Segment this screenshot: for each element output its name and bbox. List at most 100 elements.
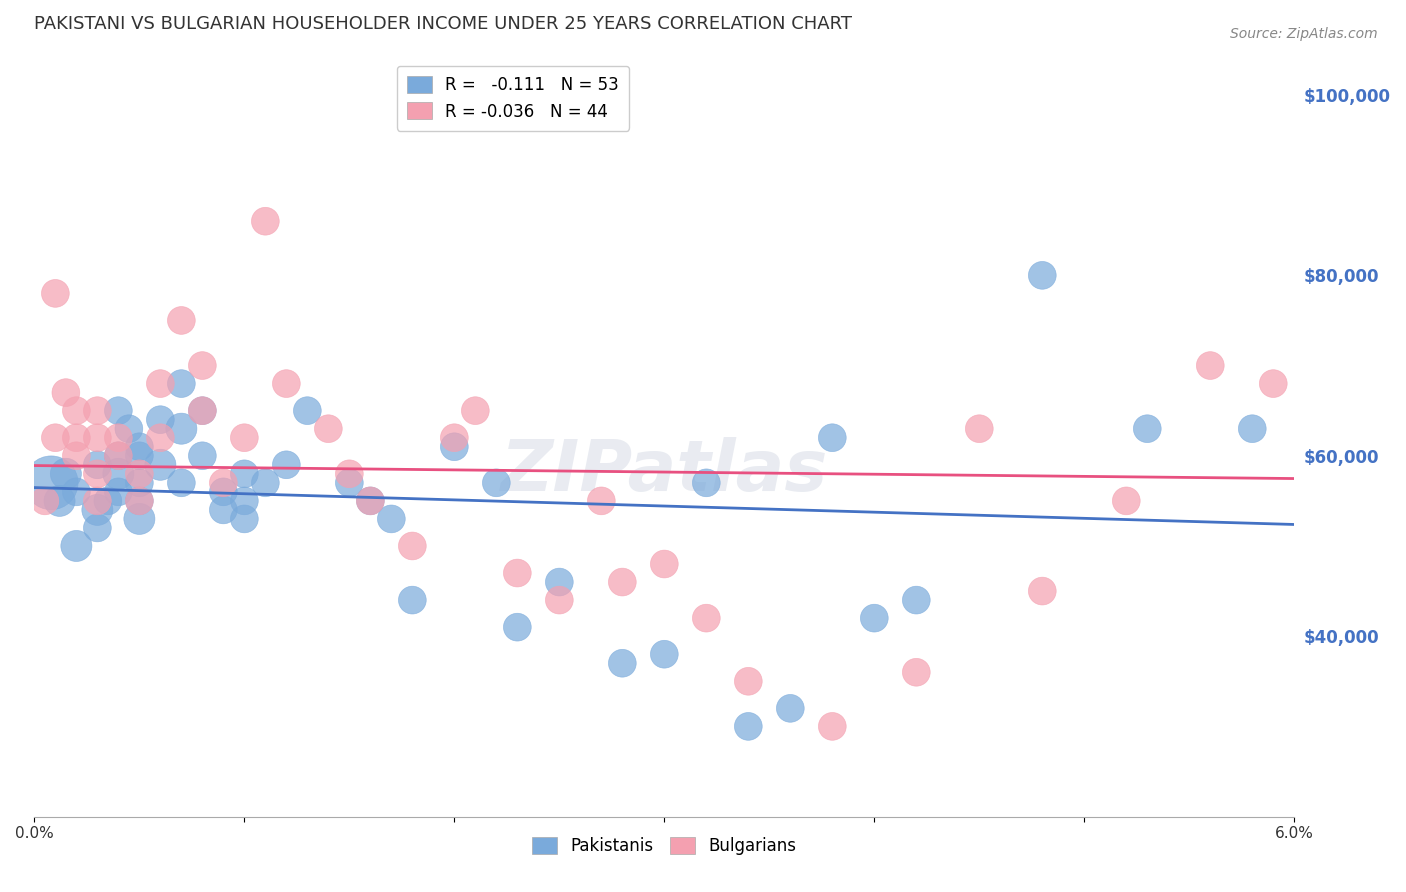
Point [128,440,150,454]
Legend: R =   -0.111   N = 53, R = -0.036   N = 44: R = -0.111 N = 53, R = -0.036 N = 44 [396,66,628,130]
Point [695,611,717,625]
Point [149,431,172,445]
Point [191,449,214,463]
Point [34,494,56,508]
Point [128,512,150,526]
Point [118,422,141,436]
Point [1263,376,1285,391]
Point [443,431,465,445]
Point [86,458,108,472]
Point [212,484,235,499]
Point [128,467,150,481]
Point [65,403,87,417]
Point [359,494,381,508]
Point [1199,359,1222,373]
Point [254,475,277,490]
Point [44,431,66,445]
Point [128,449,150,463]
Point [170,376,193,391]
Point [276,458,298,472]
Point [737,719,759,733]
Point [86,467,108,481]
Point [548,593,571,607]
Point [44,286,66,301]
Point [1136,422,1159,436]
Point [39,475,62,490]
Point [652,557,675,571]
Point [149,412,172,426]
Point [149,458,172,472]
Point [863,611,886,625]
Point [652,647,675,661]
Point [821,719,844,733]
Point [149,376,172,391]
Point [191,403,214,417]
Point [86,494,108,508]
Point [737,674,759,689]
Point [128,494,150,508]
Point [506,566,529,580]
Point [548,575,571,590]
Point [401,593,423,607]
Point [591,494,613,508]
Text: Source: ZipAtlas.com: Source: ZipAtlas.com [1230,27,1378,41]
Point [254,214,277,228]
Point [212,503,235,517]
Point [65,449,87,463]
Point [86,503,108,517]
Point [107,449,129,463]
Point [65,431,87,445]
Text: PAKISTANI VS BULGARIAN HOUSEHOLDER INCOME UNDER 25 YEARS CORRELATION CHART: PAKISTANI VS BULGARIAN HOUSEHOLDER INCOM… [34,15,852,33]
Point [86,431,108,445]
Point [297,403,319,417]
Point [695,475,717,490]
Point [612,657,634,671]
Point [233,431,256,445]
Point [1115,494,1137,508]
Point [48,494,70,508]
Point [464,403,486,417]
Point [97,494,120,508]
Point [107,431,129,445]
Point [65,484,87,499]
Point [55,467,77,481]
Point [318,422,340,436]
Point [337,467,360,481]
Point [170,313,193,327]
Point [191,359,214,373]
Point [233,467,256,481]
Point [779,701,801,715]
Point [380,512,402,526]
Point [233,494,256,508]
Point [65,539,87,553]
Point [401,539,423,553]
Point [612,575,634,590]
Point [337,475,360,490]
Point [1241,422,1264,436]
Point [107,449,129,463]
Point [1031,268,1053,283]
Point [233,512,256,526]
Point [485,475,508,490]
Point [170,422,193,436]
Point [107,484,129,499]
Point [191,403,214,417]
Point [55,385,77,400]
Point [107,403,129,417]
Point [128,494,150,508]
Point [359,494,381,508]
Point [821,431,844,445]
Text: ZIPatlas: ZIPatlas [501,437,828,506]
Point [170,475,193,490]
Point [506,620,529,634]
Point [443,440,465,454]
Point [107,467,129,481]
Point [212,475,235,490]
Point [276,376,298,391]
Point [86,521,108,535]
Point [905,665,928,680]
Point [86,403,108,417]
Point [1031,584,1053,599]
Point [128,475,150,490]
Point [969,422,991,436]
